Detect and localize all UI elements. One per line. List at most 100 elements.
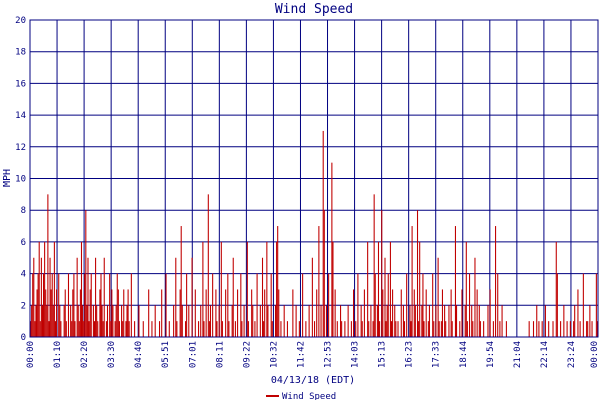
wind-speed-bar bbox=[63, 305, 65, 337]
wind-speed-bar bbox=[198, 321, 200, 337]
wind-speed-bar bbox=[200, 305, 202, 337]
wind-speed-bar bbox=[587, 321, 589, 337]
wind-speed-bar bbox=[35, 305, 37, 337]
wind-speed-bar bbox=[437, 257, 439, 337]
wind-speed-bar bbox=[39, 321, 41, 337]
wind-speed-bar bbox=[168, 321, 170, 337]
wind-speed-bar bbox=[240, 273, 242, 337]
wind-speed-bar bbox=[261, 257, 264, 337]
wind-speed-bar bbox=[505, 321, 507, 337]
wind-speed-bar bbox=[218, 305, 220, 337]
wind-speed-bar bbox=[71, 321, 73, 337]
x-axis-label: 04/13/18 (EDT) bbox=[271, 375, 355, 386]
wind-speed-bar bbox=[469, 273, 471, 337]
wind-speed-bar bbox=[154, 305, 156, 337]
wind-speed-bar bbox=[472, 321, 474, 337]
wind-speed-bar bbox=[56, 289, 58, 337]
y-tick-label: 14 bbox=[15, 111, 26, 121]
wind-speed-bar bbox=[221, 321, 223, 337]
wind-speed-bar bbox=[88, 321, 90, 337]
x-tick-label: 19:54 bbox=[486, 341, 496, 368]
wind-speed-bar bbox=[450, 289, 452, 337]
wind-speed-bar bbox=[115, 305, 117, 337]
wind-speed-bar bbox=[234, 321, 236, 337]
wind-speed-bar bbox=[456, 305, 458, 337]
wind-speed-bar bbox=[322, 130, 324, 337]
wind-speed-bar bbox=[552, 321, 554, 337]
wind-speed-bar bbox=[422, 273, 424, 337]
wind-speed-bar bbox=[489, 289, 491, 337]
wind-speed-bar bbox=[314, 321, 316, 337]
wind-speed-bar bbox=[569, 321, 571, 337]
wind-speed-bar bbox=[64, 289, 66, 337]
wind-speed-bar bbox=[532, 321, 535, 337]
wind-speed-bar bbox=[112, 305, 114, 337]
wind-speed-bar bbox=[373, 194, 375, 337]
wind-speed-bar bbox=[142, 321, 144, 337]
wind-speed-bar bbox=[402, 305, 404, 337]
wind-speed-bar bbox=[266, 241, 268, 337]
wind-speed-bar bbox=[118, 321, 120, 337]
wind-speed-bar bbox=[280, 321, 282, 337]
wind-speed-bar bbox=[72, 289, 74, 337]
wind-speed-bar bbox=[158, 321, 161, 337]
wind-speed-bar bbox=[501, 305, 503, 337]
wind-speed-bar bbox=[111, 289, 113, 337]
wind-speed-bar bbox=[194, 289, 196, 337]
wind-speed-bar bbox=[286, 321, 288, 337]
wind-speed-bar bbox=[441, 289, 443, 337]
wind-speed-bar bbox=[596, 321, 598, 337]
wind-speed-bar bbox=[353, 289, 355, 337]
wind-speed-bar bbox=[427, 321, 429, 337]
chart-title: Wind Speed bbox=[275, 2, 353, 17]
wind-speed-bar bbox=[251, 289, 253, 337]
wind-speed-bar bbox=[52, 305, 54, 337]
wind-speed-bar bbox=[100, 273, 102, 337]
wind-speed-bar bbox=[591, 321, 593, 337]
wind-speed-bar bbox=[459, 321, 461, 337]
wind-speed-bar bbox=[334, 289, 336, 337]
wind-speed-bar bbox=[325, 305, 327, 337]
wind-speed-bar bbox=[560, 321, 562, 337]
wind-speed-bar bbox=[148, 289, 150, 337]
wind-speed-bar bbox=[53, 241, 55, 337]
wind-speed-bar bbox=[368, 321, 370, 337]
wind-speed-bar bbox=[295, 305, 297, 337]
x-tick-label: 22:14 bbox=[540, 341, 550, 368]
wind-speed-bar bbox=[105, 321, 107, 337]
wind-speed-bar bbox=[203, 321, 205, 337]
wind-speed-bar bbox=[438, 321, 440, 337]
wind-speed-bar bbox=[31, 305, 33, 337]
wind-speed-bar bbox=[36, 289, 38, 337]
wind-speed-bar bbox=[548, 321, 550, 337]
x-tick-label: 14:03 bbox=[351, 341, 361, 368]
wind-speed-bar bbox=[102, 321, 104, 337]
x-tick-label: 03:30 bbox=[107, 341, 117, 368]
wind-speed-bar bbox=[103, 257, 105, 337]
wind-speed-bar bbox=[444, 305, 446, 337]
wind-speed-bar bbox=[476, 289, 478, 337]
wind-speed-bar bbox=[410, 321, 412, 337]
wind-speed-bar bbox=[421, 305, 423, 337]
wind-speed-bar bbox=[577, 289, 579, 337]
wind-speed-bar bbox=[128, 321, 130, 337]
wind-speed-bar bbox=[47, 194, 49, 337]
x-tick-label: 17:33 bbox=[432, 341, 442, 368]
wind-speed-bar bbox=[555, 241, 557, 337]
wind-speed-bar bbox=[413, 289, 415, 337]
x-tick-label: 00:00 bbox=[590, 341, 600, 368]
plot-frame bbox=[29, 19, 599, 338]
wind-speed-bar bbox=[377, 241, 380, 337]
wind-speed-bar bbox=[394, 305, 396, 337]
wind-speed-bar bbox=[582, 273, 584, 337]
x-tick-label: 21:04 bbox=[513, 341, 523, 368]
wind-speed-bar bbox=[336, 321, 338, 337]
wind-speed-bar bbox=[277, 226, 279, 337]
x-tick-label: 02:20 bbox=[80, 341, 90, 368]
wind-speed-bar bbox=[121, 305, 123, 337]
x-tick-label: 00:00 bbox=[26, 341, 36, 368]
wind-speed-bar bbox=[416, 210, 419, 337]
wind-speed-bar bbox=[123, 289, 125, 337]
wind-speed-bar bbox=[400, 289, 402, 337]
wind-speed-bar bbox=[270, 273, 272, 337]
